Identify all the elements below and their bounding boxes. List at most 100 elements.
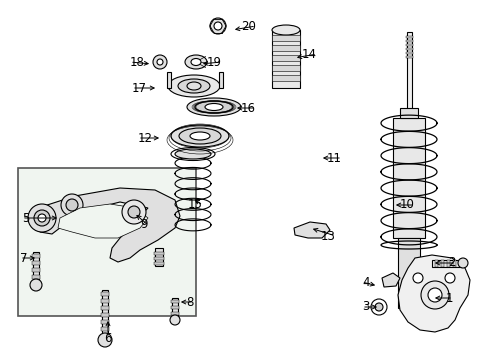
Text: 2: 2 (447, 256, 455, 270)
Circle shape (420, 281, 448, 309)
Bar (32, 275, 40, 279)
Bar (32, 261, 40, 265)
Polygon shape (38, 188, 180, 262)
Bar (440, 260, 443, 267)
Polygon shape (293, 222, 329, 238)
Text: 10: 10 (399, 198, 414, 211)
Ellipse shape (178, 79, 209, 93)
Circle shape (98, 333, 112, 347)
Polygon shape (397, 255, 469, 332)
Text: 11: 11 (326, 152, 341, 165)
Circle shape (38, 214, 46, 222)
Text: 6: 6 (104, 332, 112, 345)
Bar (405, 48, 412, 50)
Text: 7: 7 (20, 252, 27, 265)
Bar (271, 55, 299, 61)
Text: 5: 5 (22, 211, 29, 225)
Bar (154, 252, 163, 255)
Bar (154, 262, 163, 265)
Bar (171, 312, 179, 315)
Bar (33, 252, 39, 282)
Text: 13: 13 (321, 230, 335, 243)
Ellipse shape (204, 104, 223, 111)
Circle shape (28, 204, 56, 232)
Circle shape (214, 22, 222, 30)
Bar (446, 260, 449, 267)
Bar (101, 299, 109, 303)
Circle shape (457, 258, 467, 268)
Text: 17: 17 (132, 81, 147, 94)
Bar (399, 108, 417, 118)
Ellipse shape (184, 55, 206, 69)
Bar (452, 260, 455, 267)
Circle shape (209, 18, 225, 34)
Bar (172, 298, 178, 318)
Text: 19: 19 (206, 55, 222, 68)
Text: 1: 1 (445, 292, 452, 305)
Bar (101, 306, 109, 310)
Bar (406, 32, 411, 310)
Bar (101, 292, 109, 296)
Bar (434, 260, 437, 267)
Bar (271, 75, 299, 81)
Bar (102, 290, 108, 336)
Circle shape (157, 59, 163, 65)
Bar (219, 72, 223, 88)
Text: 14: 14 (302, 48, 316, 60)
Bar (397, 238, 419, 308)
Circle shape (128, 206, 140, 218)
Ellipse shape (171, 125, 228, 147)
Circle shape (61, 194, 83, 216)
Polygon shape (58, 204, 148, 238)
Circle shape (444, 273, 454, 283)
Bar (171, 306, 179, 309)
Bar (405, 36, 412, 38)
Text: 15: 15 (188, 198, 203, 211)
Circle shape (34, 210, 50, 226)
Bar (405, 40, 412, 42)
Bar (431, 260, 461, 267)
Ellipse shape (186, 98, 241, 116)
Bar (32, 254, 40, 258)
Text: 8: 8 (186, 296, 194, 309)
Text: 3: 3 (361, 301, 368, 314)
Bar (271, 45, 299, 51)
Circle shape (122, 200, 146, 224)
Bar (392, 118, 424, 238)
Bar (271, 30, 299, 88)
Text: 9: 9 (140, 219, 148, 231)
Text: 4: 4 (361, 275, 369, 288)
Ellipse shape (175, 149, 210, 159)
Circle shape (153, 55, 167, 69)
Ellipse shape (179, 128, 221, 144)
Bar (101, 320, 109, 324)
Text: 20: 20 (241, 19, 256, 32)
Ellipse shape (191, 58, 201, 66)
Bar (101, 327, 109, 331)
Bar (405, 44, 412, 46)
Ellipse shape (186, 82, 201, 90)
Bar (167, 72, 171, 88)
Bar (101, 313, 109, 317)
Ellipse shape (168, 75, 220, 97)
Text: 18: 18 (130, 55, 144, 68)
Ellipse shape (195, 101, 232, 113)
Bar (271, 65, 299, 71)
Polygon shape (381, 273, 399, 287)
Bar (32, 268, 40, 272)
Bar (155, 248, 163, 266)
Ellipse shape (190, 132, 209, 140)
Circle shape (374, 303, 382, 311)
Text: 12: 12 (138, 131, 153, 144)
Bar (171, 300, 179, 303)
Circle shape (30, 279, 42, 291)
Bar (405, 52, 412, 54)
Circle shape (412, 273, 422, 283)
Circle shape (427, 288, 441, 302)
Bar (405, 56, 412, 58)
Text: 16: 16 (241, 102, 256, 114)
Ellipse shape (271, 25, 299, 35)
Bar (154, 257, 163, 260)
Circle shape (66, 199, 78, 211)
Bar (18, 168, 196, 316)
